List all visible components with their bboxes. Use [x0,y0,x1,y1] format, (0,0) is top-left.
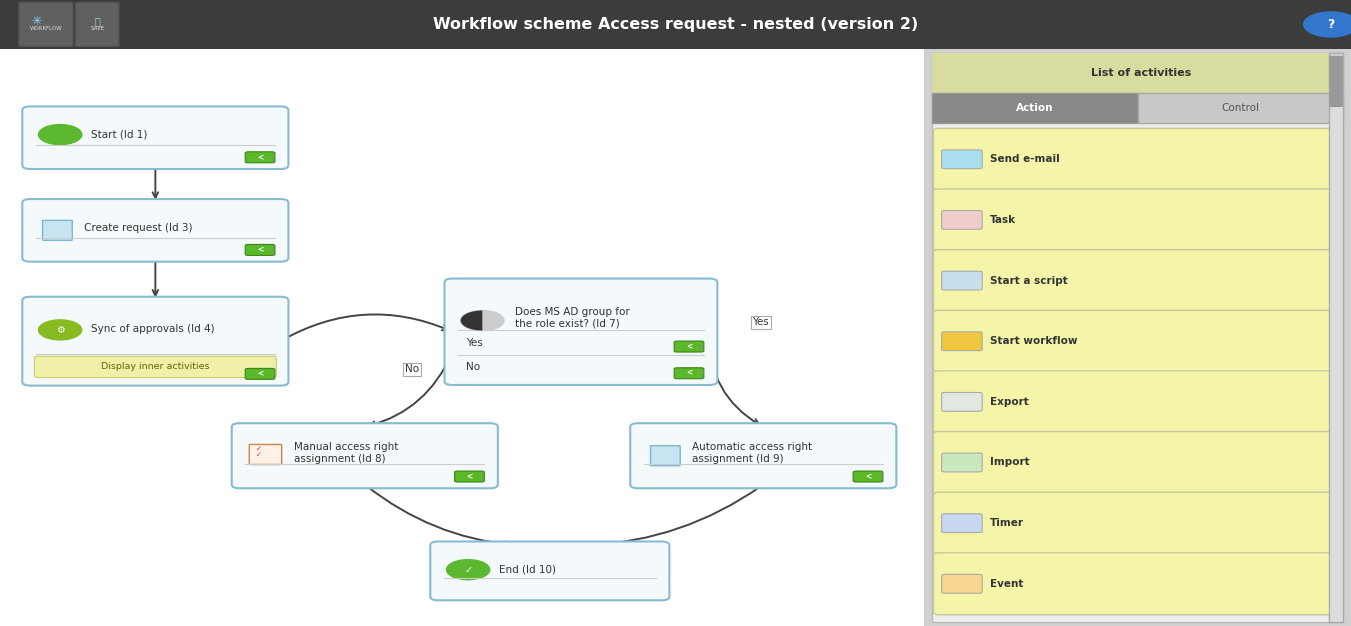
FancyBboxPatch shape [934,431,1342,493]
FancyBboxPatch shape [942,150,982,168]
FancyBboxPatch shape [246,368,276,379]
FancyBboxPatch shape [1329,56,1343,107]
Text: Yes: Yes [753,317,769,327]
Text: Manual access right
assignment (Id 8): Manual access right assignment (Id 8) [295,443,399,464]
FancyBboxPatch shape [934,371,1342,433]
FancyBboxPatch shape [444,279,717,385]
FancyBboxPatch shape [854,471,882,482]
FancyBboxPatch shape [934,553,1342,615]
FancyBboxPatch shape [430,541,669,600]
Text: ✓: ✓ [255,446,262,453]
Text: <: < [686,369,692,377]
Text: Does MS AD group for
the role exist? (Id 7): Does MS AD group for the role exist? (Id… [515,307,630,329]
FancyBboxPatch shape [1329,53,1343,622]
Text: Task: Task [990,215,1016,225]
Text: /: / [701,371,704,379]
Text: 💾: 💾 [95,16,100,26]
Text: Sync of approvals (Id 4): Sync of approvals (Id 4) [92,324,215,334]
Circle shape [38,125,81,145]
Text: Start a script: Start a script [990,275,1069,285]
Text: WORKFLOW: WORKFLOW [30,26,62,31]
Text: ⚙: ⚙ [55,325,65,335]
Text: Display inner activities: Display inner activities [101,362,209,371]
FancyBboxPatch shape [932,53,1343,93]
FancyBboxPatch shape [23,199,289,262]
Circle shape [461,310,504,331]
Text: Start (Id 1): Start (Id 1) [92,130,147,140]
FancyBboxPatch shape [942,271,982,290]
Text: Action: Action [1016,103,1054,113]
Text: Automatic access right
assignment (Id 9): Automatic access right assignment (Id 9) [692,443,812,464]
FancyBboxPatch shape [942,210,982,229]
FancyBboxPatch shape [0,0,1351,49]
FancyBboxPatch shape [0,49,924,626]
FancyBboxPatch shape [650,446,680,466]
FancyBboxPatch shape [924,49,1351,626]
Text: Event: Event [990,579,1024,589]
FancyBboxPatch shape [19,3,73,46]
Text: <: < [257,369,263,378]
Circle shape [38,320,81,340]
Text: Control: Control [1221,103,1259,113]
Text: /: / [481,474,485,483]
Text: /: / [272,155,276,163]
FancyBboxPatch shape [250,444,282,464]
FancyBboxPatch shape [1138,93,1343,123]
Text: End (Id 10): End (Id 10) [499,565,557,575]
FancyBboxPatch shape [942,332,982,351]
Text: <: < [865,472,871,481]
Text: /: / [272,247,276,256]
Text: Workflow scheme Access request - nested (version 2): Workflow scheme Access request - nested … [432,17,919,32]
Text: ✓: ✓ [255,452,262,458]
Text: ✳: ✳ [31,15,42,28]
Text: <: < [257,153,263,162]
FancyBboxPatch shape [674,341,704,352]
FancyBboxPatch shape [942,514,982,533]
FancyBboxPatch shape [674,368,704,379]
FancyBboxPatch shape [246,245,276,255]
FancyBboxPatch shape [630,423,897,488]
FancyBboxPatch shape [35,356,276,377]
Text: /: / [272,371,276,380]
Text: Export: Export [990,397,1029,407]
Text: Import: Import [990,458,1029,468]
Text: ✓: ✓ [463,565,473,575]
Text: ?: ? [1327,18,1335,31]
FancyBboxPatch shape [934,128,1342,190]
Text: Yes: Yes [466,337,482,347]
FancyBboxPatch shape [934,492,1342,554]
Text: SAVE: SAVE [91,26,104,31]
Circle shape [1304,12,1351,37]
FancyBboxPatch shape [23,297,289,386]
FancyBboxPatch shape [246,152,276,163]
FancyBboxPatch shape [934,250,1342,312]
Wedge shape [461,310,482,331]
Text: /: / [701,344,704,353]
FancyBboxPatch shape [76,3,119,46]
FancyBboxPatch shape [232,423,499,488]
FancyBboxPatch shape [934,189,1342,251]
FancyBboxPatch shape [942,453,982,472]
Text: List of activities: List of activities [1092,68,1192,78]
FancyBboxPatch shape [23,106,289,169]
Text: /: / [880,474,882,483]
FancyBboxPatch shape [942,393,982,411]
Text: No: No [466,362,480,372]
FancyBboxPatch shape [932,93,1138,123]
Text: <: < [686,342,692,351]
Text: No: No [405,364,419,374]
Text: Start workflow: Start workflow [990,336,1078,346]
FancyBboxPatch shape [932,53,1343,622]
Text: Timer: Timer [990,518,1024,528]
Text: Create request (Id 3): Create request (Id 3) [84,223,193,233]
FancyBboxPatch shape [934,310,1342,372]
Text: <: < [257,245,263,254]
Text: <: < [466,472,473,481]
FancyBboxPatch shape [43,220,73,240]
Text: Send e-mail: Send e-mail [990,154,1061,164]
FancyBboxPatch shape [942,575,982,593]
FancyBboxPatch shape [454,471,485,482]
Circle shape [446,560,489,580]
